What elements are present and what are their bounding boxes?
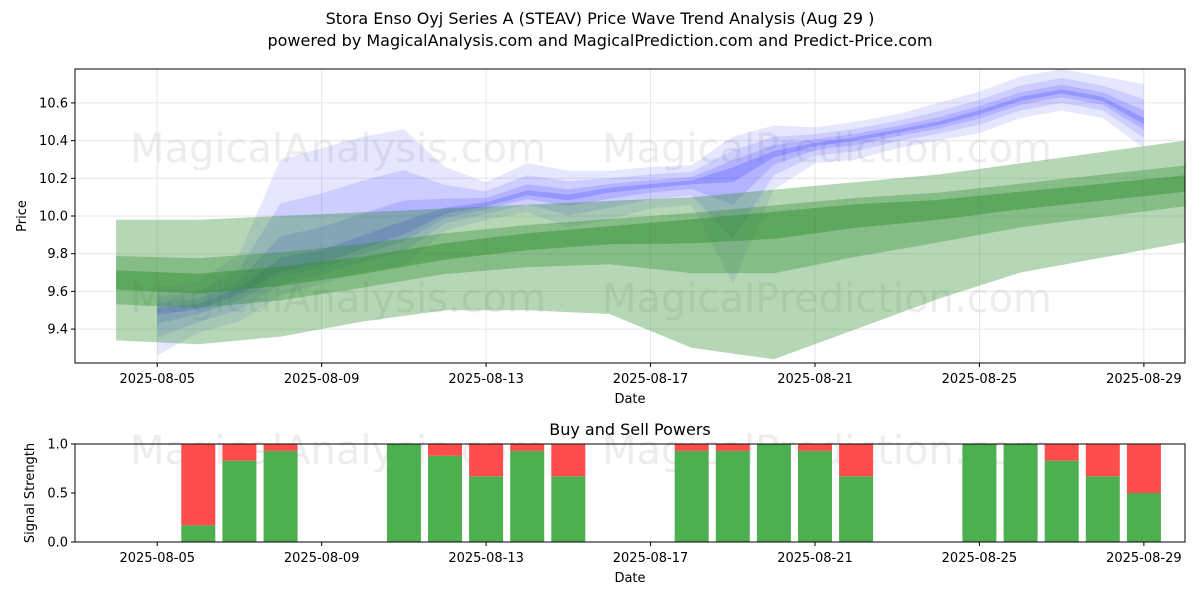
wave-band-green-1 — [116, 165, 1186, 308]
price-y-ticks: 9.4 9.6 9.8 10.0 10.2 10.4 10.6 — [39, 96, 75, 338]
price-x-axis-label: Date — [614, 392, 645, 407]
sell-bar — [674, 444, 709, 451]
signal-x-axis-label: Date — [614, 571, 645, 586]
signal-bars — [181, 444, 1161, 542]
price-y-axis-label: Price — [15, 200, 30, 232]
price-bands — [116, 69, 1186, 360]
buy-bar — [1085, 476, 1120, 542]
x-tick-label: 2025-08-21 — [777, 551, 853, 566]
watermark-text: MagicalAnalysis.com — [130, 276, 546, 322]
y-tick-label: 0.5 — [47, 487, 68, 502]
signal-x-ticks: 2025-08-05 2025-08-09 2025-08-13 2025-08-17… — [119, 542, 1182, 566]
sell-bar — [798, 444, 832, 451]
buy-bar — [263, 450, 298, 542]
x-tick-label: 2025-08-29 — [1106, 372, 1182, 387]
x-tick-label: 2025-08-21 — [777, 372, 853, 387]
sell-bar — [1085, 444, 1120, 477]
sell-bar — [181, 444, 216, 526]
y-tick-label: 9.6 — [47, 285, 68, 300]
y-tick-label: 10.2 — [39, 172, 68, 187]
signal-y-ticks: 0.0 0.5 1.0 — [47, 438, 75, 551]
buy-bar — [1044, 460, 1079, 542]
x-tick-label: 2025-08-25 — [942, 551, 1018, 566]
sell-bar — [469, 444, 504, 477]
sell-bar — [715, 444, 750, 451]
buy-bar — [510, 450, 545, 542]
sell-bar — [263, 444, 298, 451]
buy-bar — [551, 476, 586, 542]
x-tick-label: 2025-08-25 — [942, 372, 1018, 387]
watermark-text: MagicalAnalysis.com — [130, 126, 546, 172]
y-tick-label: 10.4 — [39, 134, 68, 149]
y-tick-label: 9.8 — [47, 247, 68, 262]
sell-bar — [551, 444, 586, 477]
x-tick-label: 2025-08-05 — [119, 551, 195, 566]
buy-bar — [1003, 444, 1038, 542]
x-tick-label: 2025-08-13 — [448, 372, 524, 387]
sell-bar — [510, 444, 545, 451]
chart-title: Stora Enso Oyj Series A (STEAV) Price Wa… — [325, 9, 875, 28]
wave-band-blue-0 — [157, 69, 1144, 356]
buy-bar — [756, 444, 791, 542]
price-watermarks: MagicalAnalysis.com MagicalPrediction.com… — [130, 126, 1052, 322]
buy-bar — [181, 525, 216, 542]
x-tick-label: 2025-08-17 — [613, 372, 689, 387]
sell-bar — [1126, 444, 1161, 493]
sell-bar — [1044, 444, 1079, 461]
x-tick-label: 2025-08-17 — [613, 551, 689, 566]
watermark-text: MagicalPrediction.com — [602, 276, 1052, 322]
buy-bar — [962, 444, 997, 542]
buy-bar — [469, 476, 504, 542]
x-tick-label: 2025-08-09 — [284, 551, 360, 566]
buy-bar — [715, 450, 750, 542]
y-tick-label: 10.0 — [39, 210, 68, 225]
signal-chart-title: Buy and Sell Powers — [549, 420, 711, 439]
wave-band-green-2 — [116, 175, 1186, 294]
signal-y-axis-label: Signal Strength — [23, 443, 38, 543]
buy-bar — [798, 450, 832, 542]
x-tick-label: 2025-08-09 — [284, 372, 360, 387]
x-tick-label: 2025-08-29 — [1106, 551, 1182, 566]
buy-bar — [839, 476, 874, 542]
buy-bar — [386, 444, 421, 542]
sell-bar — [428, 444, 462, 456]
y-tick-label: 0.0 — [47, 536, 68, 551]
y-tick-label: 9.4 — [47, 323, 68, 338]
y-tick-label: 10.6 — [39, 96, 68, 111]
buy-bar — [222, 460, 257, 542]
buy-bar — [428, 455, 462, 542]
price-x-ticks: 2025-08-05 2025-08-09 2025-08-13 2025-08-17… — [119, 363, 1182, 387]
chart-subtitle: powered by MagicalAnalysis.com and Magic… — [267, 31, 933, 50]
y-tick-label: 1.0 — [47, 438, 68, 453]
wave-band-green-0 — [116, 140, 1186, 360]
sell-bar — [222, 444, 257, 461]
price-grid — [75, 69, 1185, 363]
buy-bar — [1126, 493, 1161, 542]
wave-band-blue-1 — [157, 78, 1144, 338]
watermark-text: MagicalPrediction.com — [602, 126, 1052, 172]
x-tick-label: 2025-08-05 — [119, 372, 195, 387]
sell-bar — [839, 444, 874, 477]
buy-bar — [674, 450, 709, 542]
x-tick-label: 2025-08-13 — [448, 551, 524, 566]
